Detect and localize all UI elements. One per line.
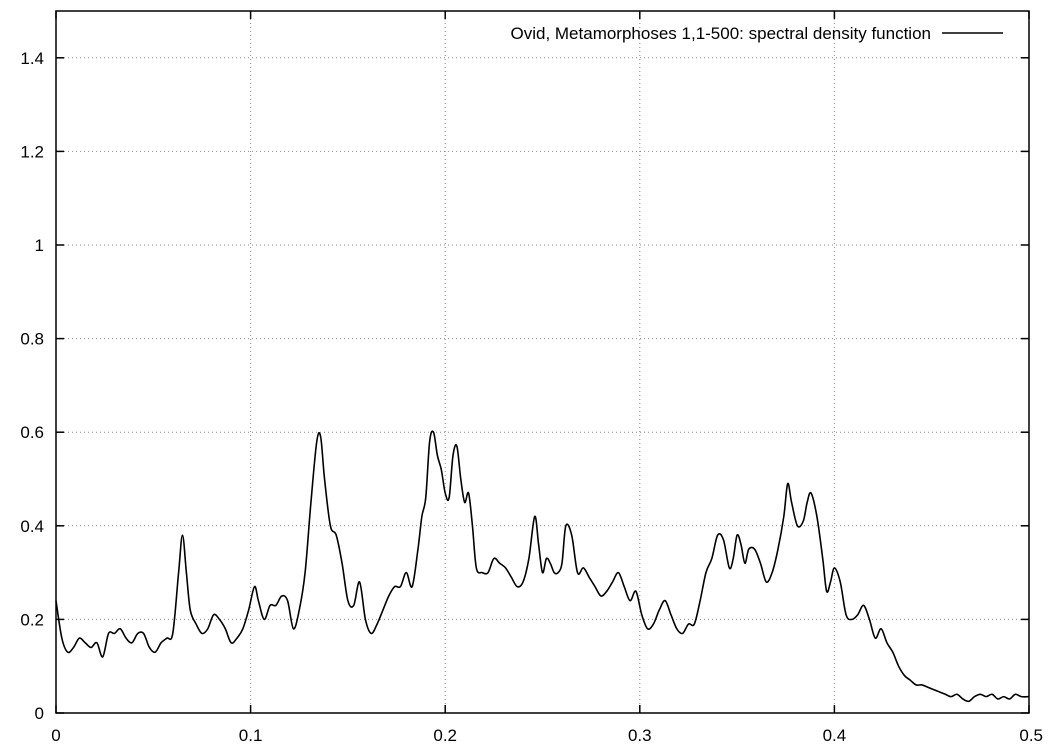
y-axis-tick-labels: 0 0.2 0.4 0.6 0.8 1 1.2 1.4: [20, 49, 44, 723]
plot-frame: [55, 10, 1030, 714]
legend: Ovid, Metamorphoses 1,1-500: spectral de…: [511, 24, 1003, 43]
y-tick-label: 0.4: [20, 517, 44, 536]
series-line-spectral-density: [55, 430, 1030, 703]
x-tick-label: 0.5: [1019, 726, 1043, 745]
legend-label: Ovid, Metamorphoses 1,1-500: spectral de…: [511, 24, 932, 43]
x-tick-label: 0.2: [433, 726, 457, 745]
y-tick-label: 0.6: [20, 423, 44, 442]
y-tick-label: 0.8: [20, 330, 44, 349]
y-tick-label: 1.4: [20, 49, 44, 68]
x-axis-tick-labels: 0 0.1 0.2 0.3 0.4 0.5: [51, 726, 1043, 745]
y-tick-label: 0: [35, 704, 44, 723]
x-tick-label: 0: [51, 726, 60, 745]
x-tick-label: 0.3: [628, 726, 652, 745]
y-tick-label: 1.2: [20, 142, 44, 161]
y-tick-label: 0.2: [20, 610, 44, 629]
x-tick-label: 0.4: [823, 726, 847, 745]
y-tick-label: 1: [35, 236, 44, 255]
x-tick-label: 0.1: [239, 726, 263, 745]
grid-lines: [56, 11, 1029, 713]
